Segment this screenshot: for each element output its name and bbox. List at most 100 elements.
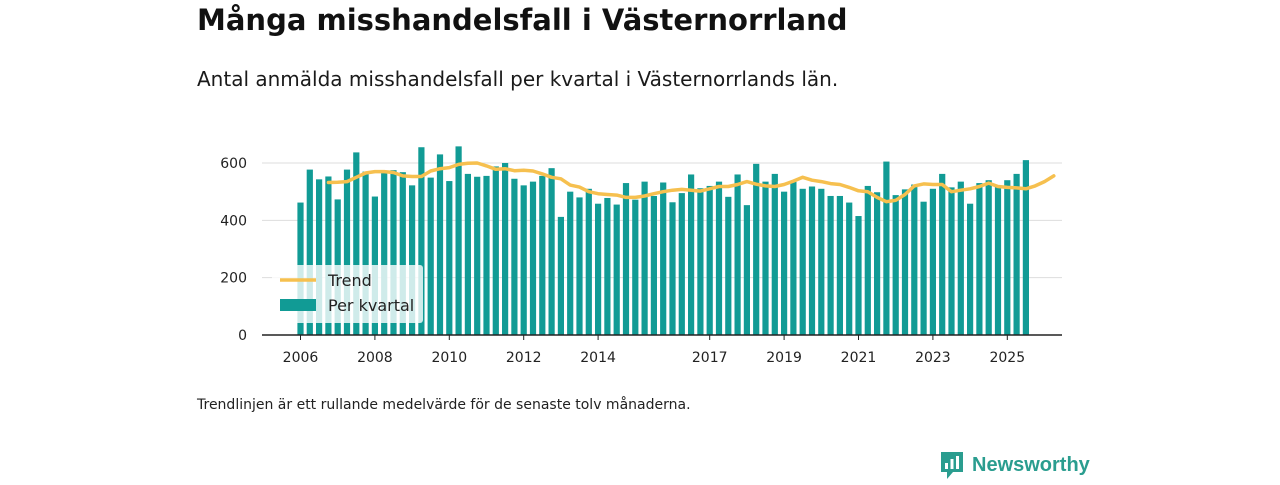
- bar: [557, 216, 564, 335]
- bar: [985, 180, 992, 335]
- bar: [725, 196, 732, 335]
- chart-title: Många misshandelsfall i Västernorrland: [197, 3, 848, 37]
- bar: [604, 197, 611, 335]
- bar: [660, 182, 667, 335]
- bar: [874, 192, 881, 335]
- y-tick-label: 200: [220, 271, 247, 287]
- bar: [1004, 180, 1011, 335]
- brand[interactable]: Newsworthy: [939, 449, 1090, 481]
- bar: [455, 146, 462, 335]
- bar: [567, 191, 574, 335]
- bar: [381, 171, 388, 335]
- bar: [734, 174, 741, 335]
- bar: [706, 185, 713, 335]
- brand-name: Newsworthy: [972, 453, 1090, 476]
- x-tick-label: 2006: [283, 350, 319, 366]
- bar: [901, 189, 909, 335]
- bar: [520, 185, 527, 335]
- bar: [994, 185, 1002, 335]
- bar: [474, 176, 481, 335]
- x-tick-label: 2019: [766, 350, 802, 366]
- bar: [539, 175, 546, 335]
- bar: [846, 202, 853, 335]
- bar: [353, 152, 360, 335]
- bar: [343, 169, 351, 335]
- bar: [595, 203, 602, 335]
- bar: [855, 216, 862, 335]
- bar: [948, 187, 955, 335]
- x-tick-label: 2008: [357, 350, 393, 366]
- bar: [306, 169, 313, 335]
- bar: [427, 177, 434, 335]
- bar: [678, 193, 685, 335]
- bar: [939, 173, 946, 335]
- y-axis-ticks: 0 200 400 600: [220, 156, 247, 344]
- y-tick-label: 0: [238, 328, 247, 344]
- bar: [929, 188, 936, 335]
- legend: Trend Per kvartal: [272, 265, 423, 323]
- bar: [976, 183, 983, 335]
- bar: [688, 174, 695, 335]
- chart-subtitle: Antal anmälda misshandelsfall per kvarta…: [197, 67, 839, 91]
- bar: [771, 173, 778, 335]
- bar: [436, 154, 444, 335]
- bar: [1013, 173, 1020, 335]
- bar: [650, 195, 657, 335]
- bar: [316, 179, 323, 335]
- bar: [790, 181, 797, 335]
- bar: [753, 163, 760, 335]
- bar-series: [297, 146, 1029, 335]
- footnote: Trendlinjen är ett rullande medelvärde f…: [197, 397, 691, 413]
- bar: [697, 188, 704, 335]
- x-tick-label: 2014: [580, 350, 616, 366]
- bar: [576, 197, 583, 335]
- x-tick-label: 2012: [506, 350, 542, 366]
- bar: [409, 185, 416, 335]
- y-tick-label: 600: [220, 156, 247, 172]
- bar: [762, 181, 769, 335]
- x-tick-label: 2023: [915, 350, 951, 366]
- trend-line: [326, 161, 1056, 204]
- bar: [808, 186, 816, 335]
- bar: [920, 201, 927, 335]
- bar: [827, 195, 834, 335]
- bar: [781, 191, 788, 335]
- bar: [641, 181, 648, 335]
- bar: [715, 181, 723, 335]
- bar: [390, 170, 397, 335]
- bar-chart: 0 200 400 600 2006 2008 2010 2012 2014 2017 2019 2…: [220, 146, 1062, 366]
- bar: [743, 205, 750, 335]
- legend-bar-swatch: [280, 299, 316, 311]
- bar: [585, 188, 592, 335]
- bar: [864, 185, 871, 335]
- bar: [967, 203, 974, 335]
- newsworthy-logo-icon: [939, 449, 965, 481]
- legend-bar-label: Per kvartal: [328, 296, 414, 315]
- bar: [492, 166, 499, 335]
- bar: [1022, 160, 1029, 335]
- bar: [892, 195, 899, 335]
- bar: [836, 195, 843, 335]
- bar: [911, 184, 918, 335]
- bar: [622, 183, 630, 335]
- y-tick-label: 400: [220, 213, 247, 229]
- bar: [483, 175, 490, 335]
- legend-trend-label: Trend: [327, 271, 372, 290]
- bar: [799, 188, 806, 335]
- bar: [632, 199, 639, 335]
- x-tick-label: 2010: [431, 350, 467, 366]
- bar: [529, 181, 537, 335]
- bar: [464, 173, 471, 335]
- x-tick-label: 2017: [692, 350, 728, 366]
- bar: [502, 163, 509, 335]
- x-tick-label: 2021: [841, 350, 877, 366]
- bar: [818, 188, 825, 335]
- bar: [511, 178, 518, 335]
- bar: [883, 161, 890, 335]
- bar: [325, 176, 332, 335]
- bar: [669, 202, 676, 335]
- trend-series: [326, 161, 1056, 204]
- x-axis: 2006 2008 2010 2012 2014 2017 2019 2021 2023 2025: [262, 334, 1062, 366]
- bar: [613, 204, 620, 335]
- bar: [418, 147, 425, 335]
